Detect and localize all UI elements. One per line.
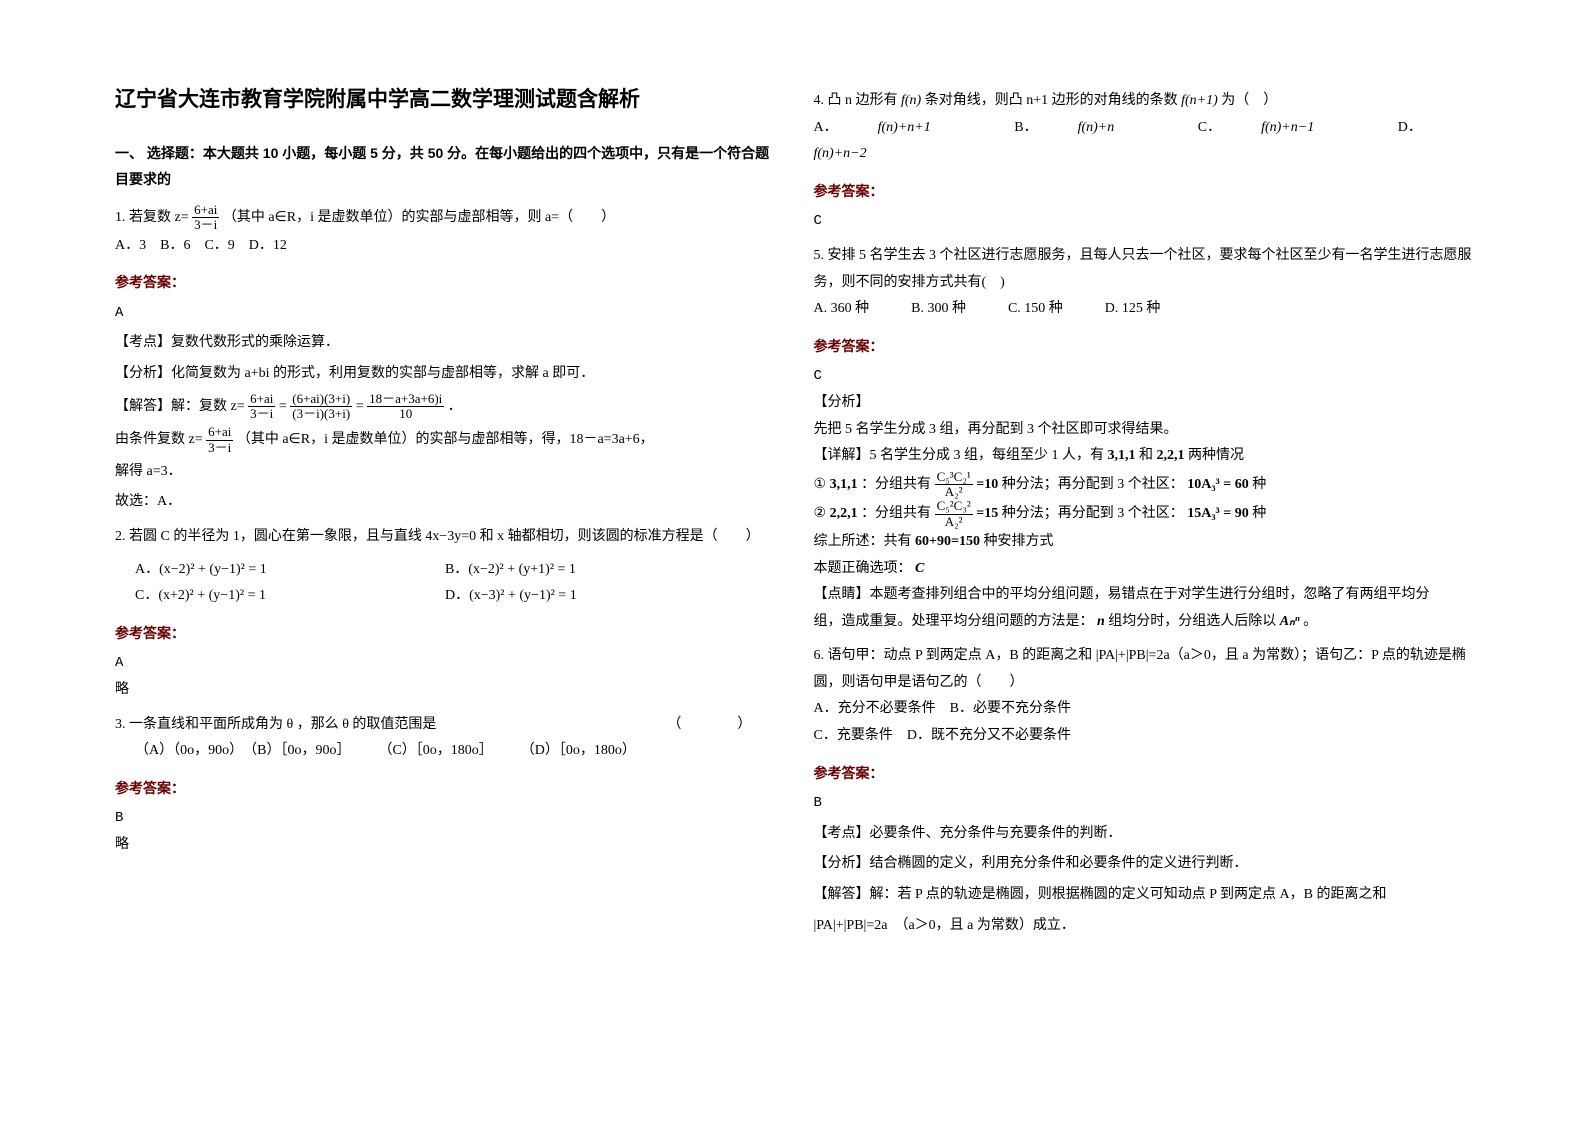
fenxi: 先把 5 名学生分成 3 组，再分配到 3 个社区即可求得结果。 <box>814 417 1473 444</box>
q4-stem: 4. 凸 n 边形有 f(n) 条对角线，则凸 n+1 边形的对角线的条数 f(… <box>814 88 1473 115</box>
q2-options: A．(x−2)² + (y−1)² = 1 B．(x−2)² + (y+1)² … <box>115 557 774 610</box>
solve: 解得 a=3． <box>115 459 774 486</box>
lue: 略 <box>115 832 774 859</box>
jieda: 【解答】解：若 P 点的轨迹是椭圆，则根据椭圆的定义可知动点 P 到两定点 A，… <box>814 882 1473 909</box>
dianping2: 组，造成重复。处理平均分组问题的方法是： n 组均分时，分组选人后除以 Aₙⁿ … <box>814 609 1473 636</box>
fraction: C₅³C₂¹ A₂² <box>935 470 973 500</box>
left-column: 辽宁省大连市教育学院附属中学高二数学理测试题含解析 一、 选择题：本大题共 10… <box>95 80 794 1082</box>
question-6: 6. 语句甲：动点 P 到两定点 A，B 的距离之和 |PA|+|PB|=2a（… <box>814 643 1473 939</box>
question-1: 1. 若复数 z= 6+ai 3－i （其中 a∈R，i 是虚数单位）的实部与虚… <box>115 203 774 516</box>
q5-answer: C <box>814 363 1473 390</box>
q4-answer: C <box>814 208 1473 235</box>
q6-stem: 6. 语句甲：动点 P 到两定点 A，B 的距离之和 |PA|+|PB|=2a（… <box>814 643 1473 696</box>
fenxi: 【分析】化简复数为 a+bi 的形式，利用复数的实部与虚部相等，求解 a 即可． <box>115 361 774 388</box>
case2: ② 2,2,1 ：分组共有 C₅²C₃² A₂² =15 种分法；再分配到 3 … <box>814 499 1473 529</box>
q6-answer: B <box>814 790 1473 817</box>
q1-answer: A <box>115 300 774 327</box>
answer-label: 参考答案： <box>814 760 1473 787</box>
fraction: 18－a+3a+6)i 10 <box>367 392 444 422</box>
lue: 略 <box>115 677 774 704</box>
page-title: 辽宁省大连市教育学院附属中学高二数学理测试题含解析 <box>115 80 774 120</box>
fenxi-label: 【分析】 <box>814 390 1473 417</box>
q5-stem: 5. 安排 5 名学生去 3 个社区进行志愿服务，且每人只去一个社区，要求每个社… <box>814 243 1473 296</box>
q1-options: A．3 B．6 C．9 D．12 <box>115 233 774 260</box>
q6-optAB: A．充分不必要条件 B．必要不充分条件 <box>814 696 1473 723</box>
q2-stem: 2. 若圆 C 的半径为 1，圆心在第一象限，且与直线 4x−3y=0 和 x … <box>115 524 774 551</box>
fraction: 6+ai 3－i <box>206 425 233 455</box>
kaodian: 【考点】复数代数形式的乘除运算． <box>115 330 774 357</box>
total: 综上所述：共有 60+90=150 种安排方式 <box>814 529 1473 556</box>
q3-options: （A）（0o，90o） （B）［0o，90o］ （C）［0o，180o］ （D）… <box>115 738 774 765</box>
fraction: (6+ai)(3+i) (3－i)(3+i) <box>290 392 352 422</box>
q4-options: A．f(n)+n+1 B．f(n)+n C．f(n)+n−1 D．f(n)+n−… <box>814 115 1473 168</box>
kaodian: 【考点】必要条件、充分条件与充要条件的判断． <box>814 821 1473 848</box>
correct: 本题正确选项： C <box>814 556 1473 583</box>
jieda2: |PA|+|PB|=2a （a＞0，且 a 为常数）成立． <box>814 913 1473 940</box>
detail: 【详解】5 名学生分成 3 组，每组至少 1 人，有 3,1,1 和 2,2,1… <box>814 443 1473 470</box>
case1: ① 3,1,1 ：分组共有 C₅³C₂¹ A₂² =10 种分法；再分配到 3 … <box>814 470 1473 500</box>
question-5: 5. 安排 5 名学生去 3 个社区进行志愿服务，且每人只去一个社区，要求每个社… <box>814 243 1473 635</box>
fraction: 6+ai 3－i <box>192 203 219 233</box>
q2-answer: A <box>115 650 774 677</box>
dianping: 【点睛】本题考查排列组合中的平均分组问题，易错点在于对学生进行分组时，忽略了有两… <box>814 582 1473 609</box>
section-header: 一、 选择题：本大题共 10 小题，每小题 5 分，共 50 分。在每小题给出的… <box>115 140 774 193</box>
answer-label: 参考答案： <box>814 333 1473 360</box>
answer-label: 参考答案： <box>814 178 1473 205</box>
right-column: 4. 凸 n 边形有 f(n) 条对角线，则凸 n+1 边形的对角线的条数 f(… <box>794 80 1493 1082</box>
q1-stem: 1. 若复数 z= 6+ai 3－i （其中 a∈R，i 是虚数单位）的实部与虚… <box>115 203 774 233</box>
answer-label: 参考答案： <box>115 775 774 802</box>
jieda: 【解答】解：复数 z= 6+ai 3－i = (6+ai)(3+i) (3－i)… <box>115 392 774 422</box>
question-4: 4. 凸 n 边形有 f(n) 条对角线，则凸 n+1 边形的对角线的条数 f(… <box>814 88 1473 235</box>
fraction: C₅²C₃² A₂² <box>935 499 973 529</box>
answer-label: 参考答案： <box>115 269 774 296</box>
fraction: 6+ai 3－i <box>248 392 275 422</box>
jieda-cond: 由条件复数 z= 6+ai 3－i （其中 a∈R，i 是虚数单位）的实部与虚部… <box>115 425 774 455</box>
answer-label: 参考答案： <box>115 620 774 647</box>
select: 故选：A． <box>115 489 774 516</box>
fenxi: 【分析】结合椭圆的定义，利用充分条件和必要条件的定义进行判断． <box>814 851 1473 878</box>
q3-answer: B <box>115 805 774 832</box>
q5-options: A. 360 种 B. 300 种 C. 150 种 D. 125 种 <box>814 296 1473 323</box>
q3-stem: 3. 一条直线和平面所成角为 θ ，那么 θ 的取值范围是 （ ） <box>115 712 774 739</box>
question-2: 2. 若圆 C 的半径为 1，圆心在第一象限，且与直线 4x−3y=0 和 x … <box>115 524 774 704</box>
q6-optCD: C．充要条件 D．既不充分又不必要条件 <box>814 723 1473 750</box>
question-3: 3. 一条直线和平面所成角为 θ ，那么 θ 的取值范围是 （ ） （A）（0o… <box>115 712 774 859</box>
